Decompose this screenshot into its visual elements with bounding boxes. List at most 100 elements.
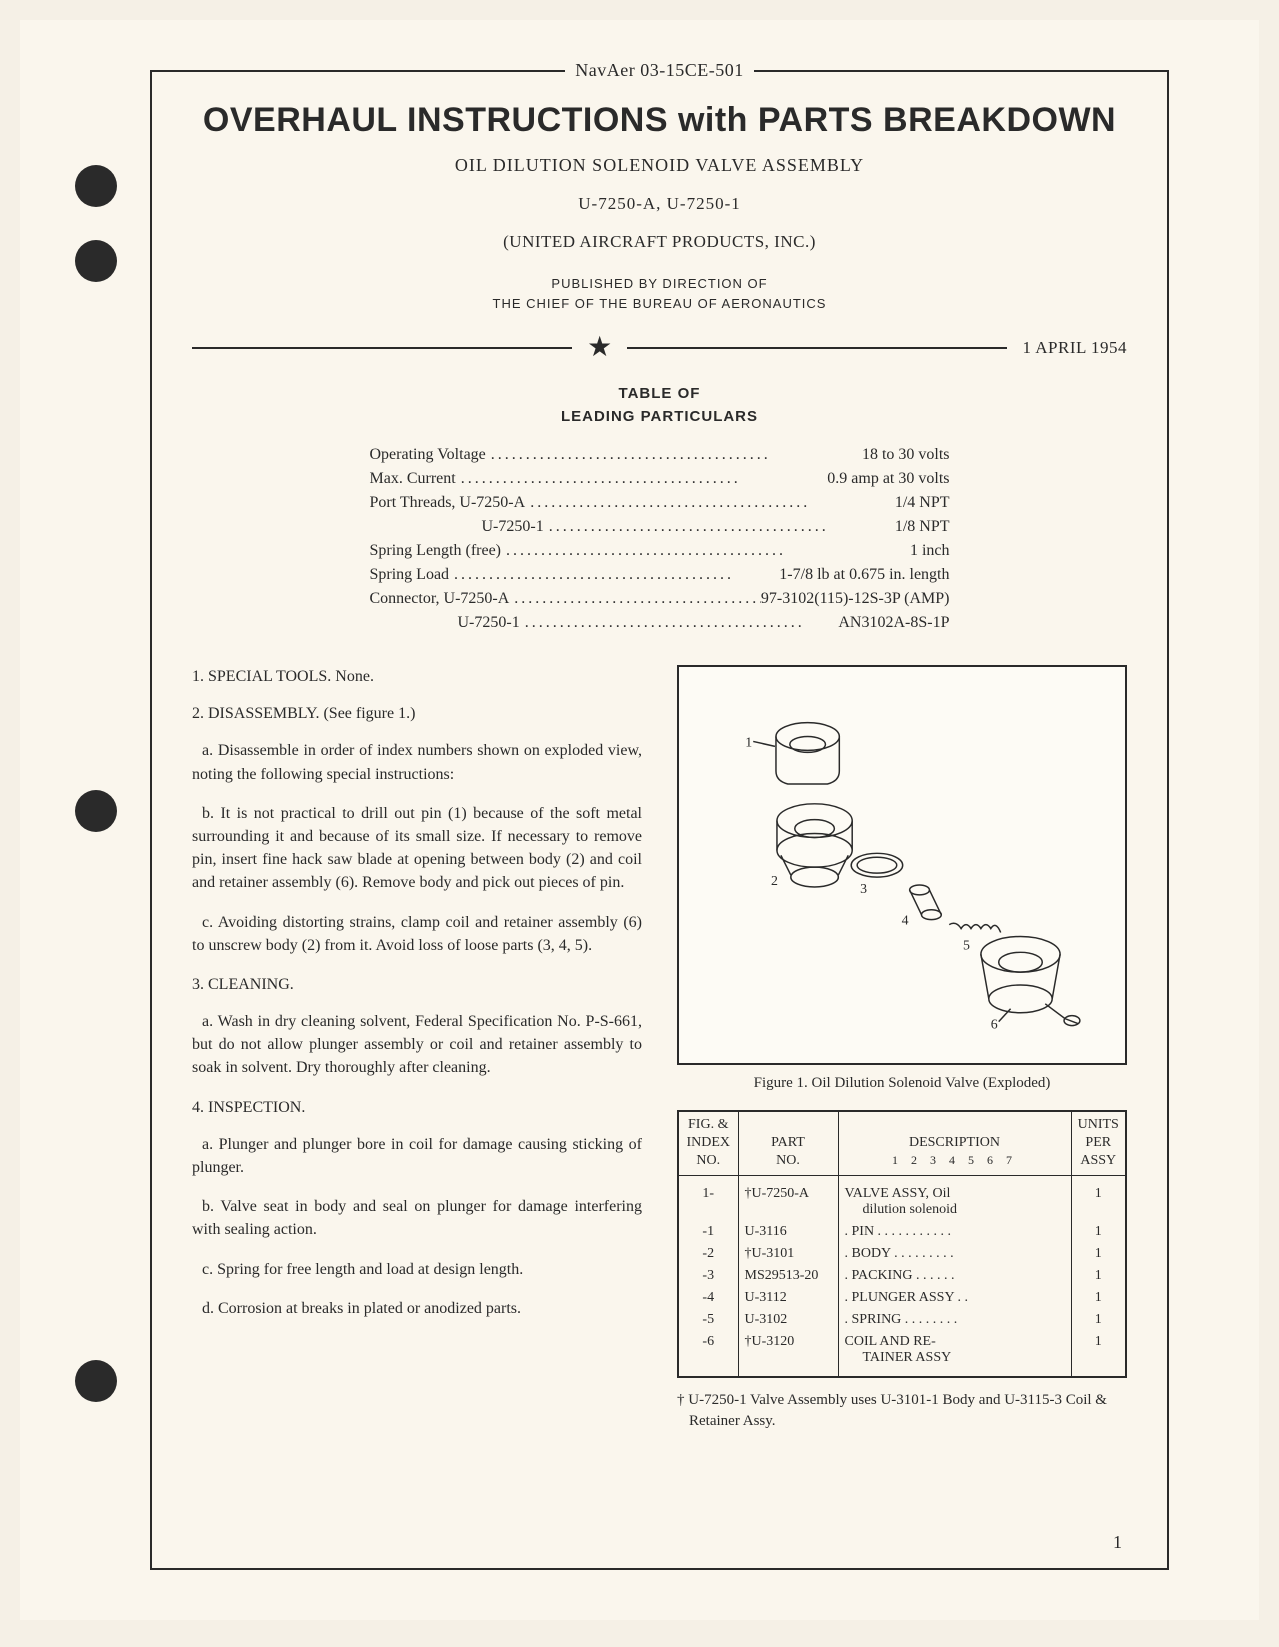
cell-units: 1 [1071, 1331, 1126, 1377]
dot-leader: ........................................ [544, 515, 895, 539]
cell-part-number: U-3116 [738, 1221, 838, 1243]
cell-units: 1 [1071, 1287, 1126, 1309]
cell-description: . BODY . . . . . . . . . [838, 1243, 1071, 1265]
col-header-part: PART NO. [738, 1111, 838, 1175]
particulars-value: 1/8 NPT [895, 515, 950, 539]
cell-description: VALVE ASSY, Oildilution solenoid [838, 1175, 1071, 1221]
particulars-label: Spring Length (free) [370, 539, 502, 563]
page-number: 1 [1113, 1532, 1122, 1553]
cell-part-number: †U-3120 [738, 1331, 838, 1377]
figure-caption: Figure 1. Oil Dilution Solenoid Valve (E… [677, 1075, 1127, 1092]
table-row: -5U-3102. SPRING . . . . . . . .1 [678, 1309, 1126, 1331]
cell-index: -6 [678, 1331, 738, 1377]
svg-text:4: 4 [902, 912, 909, 927]
table-header-row: FIG. & INDEX NO. PART NO. [678, 1111, 1126, 1175]
table-footnote: † U-7250-1 Valve Assembly uses U-3101-1 … [677, 1390, 1127, 1432]
cell-units: 1 [1071, 1265, 1126, 1287]
subtitle: OIL DILUTION SOLENOID VALVE ASSEMBLY [192, 155, 1127, 176]
dot-leader: ........................................ [449, 563, 779, 587]
para-2c: c. Avoiding distorting strains, clamp co… [192, 911, 642, 957]
cell-index: -2 [678, 1243, 738, 1265]
particulars-value: 1 inch [910, 539, 950, 563]
separator-line [192, 347, 572, 349]
particulars-label: U-7250-1 [370, 515, 544, 539]
cell-description: COIL AND RE-TAINER ASSY [838, 1331, 1071, 1377]
particulars-label: Max. Current [370, 467, 456, 491]
table-row: -2†U-3101. BODY . . . . . . . . .1 [678, 1243, 1126, 1265]
section-1: 1. SPECIAL TOOLS. None. [192, 665, 642, 688]
col-header-description: DESCRIPTION 1 2 3 4 5 6 7 [838, 1111, 1071, 1175]
table-row: -3MS29513-20. PACKING . . . . . .1 [678, 1265, 1126, 1287]
svg-text:3: 3 [860, 881, 867, 896]
figure-1-exploded-view: 1 2 3 [677, 665, 1127, 1065]
para-4b: b. Valve seat in body and seal on plunge… [192, 1195, 642, 1241]
svg-text:6: 6 [991, 1016, 998, 1031]
cell-index: -3 [678, 1265, 738, 1287]
publisher-info: PUBLISHED BY DIRECTION OF THE CHIEF OF T… [192, 274, 1127, 313]
cell-part-number: U-3112 [738, 1287, 838, 1309]
table-row: -4U-3112. PLUNGER ASSY . .1 [678, 1287, 1126, 1309]
date-separator: ★ 1 APRIL 1954 [192, 338, 1127, 358]
particulars-row: Max. Current ...........................… [370, 467, 950, 491]
cell-units: 1 [1071, 1243, 1126, 1265]
publication-date: 1 APRIL 1954 [1007, 338, 1127, 358]
section-2: 2. DISASSEMBLY. (See figure 1.) [192, 702, 642, 725]
cell-description: . PLUNGER ASSY . . [838, 1287, 1071, 1309]
cell-part-number: U-3102 [738, 1309, 838, 1331]
document-id: NavAer 03-15CE-501 [192, 60, 1127, 81]
particulars-value: 1-7/8 lb at 0.675 in. length [779, 563, 949, 587]
para-2b: b. It is not practical to drill out pin … [192, 802, 642, 895]
cell-units: 1 [1071, 1309, 1126, 1331]
svg-text:1: 1 [746, 734, 753, 749]
para-4d: d. Corrosion at breaks in plated or anod… [192, 1297, 642, 1320]
particulars-title-1: TABLE OF [192, 383, 1127, 406]
particulars-value: AN3102A-8S-1P [838, 611, 949, 635]
exploded-diagram-svg: 1 2 3 [701, 687, 1102, 1043]
particulars-value: 97-3102(115)-12S-3P (AMP) [761, 587, 950, 611]
particulars-row: Operating Voltage ......................… [370, 443, 950, 467]
separator-line [627, 347, 1007, 349]
section-3: 3. CLEANING. [192, 973, 642, 996]
para-3a: a. Wash in dry cleaning solvent, Federal… [192, 1010, 642, 1080]
punch-hole [75, 790, 117, 832]
para-4c: c. Spring for free length and load at de… [192, 1258, 642, 1281]
dot-leader: ........................................ [525, 491, 895, 515]
particulars-label: Port Threads, U-7250-A [370, 491, 526, 515]
cell-part-number: †U-7250-A [738, 1175, 838, 1221]
particulars-title-2: LEADING PARTICULARS [192, 406, 1127, 429]
particulars-value: 0.9 amp at 30 volts [827, 467, 949, 491]
col-header-units: UNITS PER ASSY [1071, 1111, 1126, 1175]
particulars-value: 18 to 30 volts [862, 443, 950, 467]
particulars-label: Operating Voltage [370, 443, 486, 467]
punch-hole [75, 1360, 117, 1402]
cell-index: -4 [678, 1287, 738, 1309]
dot-leader: ........................................ [501, 539, 910, 563]
cell-units: 1 [1071, 1175, 1126, 1221]
cell-index: 1- [678, 1175, 738, 1221]
particulars-row: Port Threads, U-7250-A .................… [370, 491, 950, 515]
particulars-row: U-7250-1 ...............................… [370, 515, 950, 539]
particulars-row: U-7250-1 ...............................… [370, 611, 950, 635]
particulars-value: 1/4 NPT [895, 491, 950, 515]
section-4: 4. INSPECTION. [192, 1096, 642, 1119]
manufacturer: (UNITED AIRCRAFT PRODUCTS, INC.) [192, 232, 1127, 252]
dot-leader: ........................................ [456, 467, 828, 491]
main-title: OVERHAUL INSTRUCTIONS with PARTS BREAKDO… [192, 101, 1127, 140]
table-row: -1U-3116. PIN . . . . . . . . . . .1 [678, 1221, 1126, 1243]
cell-description: . PACKING . . . . . . [838, 1265, 1071, 1287]
cell-description: . SPRING . . . . . . . . [838, 1309, 1071, 1331]
content-columns: 1. SPECIAL TOOLS. None. 2. DISASSEMBLY. … [192, 665, 1127, 1432]
parts-breakdown-table: FIG. & INDEX NO. PART NO. [677, 1110, 1127, 1378]
model-numbers: U-7250-A, U-7250-1 [192, 194, 1127, 214]
parts-table-body: 1-†U-7250-AVALVE ASSY, Oildilution solen… [678, 1175, 1126, 1377]
para-2a: a. Disassemble in order of index numbers… [192, 739, 642, 785]
particulars-row: Spring Load ............................… [370, 563, 950, 587]
particulars-label: U-7250-1 [370, 611, 520, 635]
cell-units: 1 [1071, 1221, 1126, 1243]
particulars-list: Operating Voltage ......................… [370, 443, 950, 635]
cell-index: -1 [678, 1221, 738, 1243]
dot-leader: ........................................ [520, 611, 839, 635]
table-row: 1-†U-7250-AVALVE ASSY, Oildilution solen… [678, 1175, 1126, 1221]
document-id-text: NavAer 03-15CE-501 [565, 60, 753, 80]
dot-leader: ........................................ [486, 443, 862, 467]
